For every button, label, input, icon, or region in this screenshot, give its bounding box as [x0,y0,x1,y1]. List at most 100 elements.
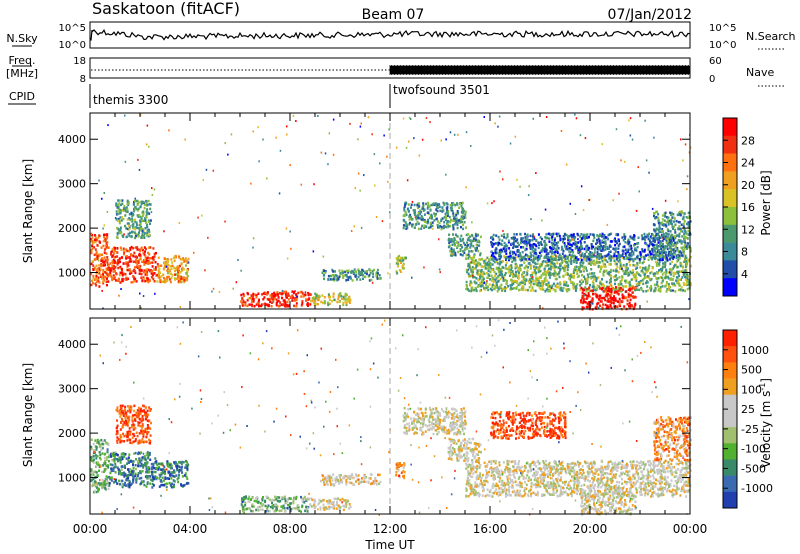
power-cell [579,253,581,256]
power-cell [587,275,590,279]
power-cell [592,259,595,263]
power-cell [574,247,577,250]
power-cell [648,276,650,279]
power-cell [606,247,609,250]
power-cell [537,270,540,274]
velocity-cell [107,481,110,484]
power-colorbar-swatch [723,189,737,208]
power-cell [448,233,451,236]
power-cell [672,227,674,230]
power-cell [631,138,634,141]
power-cell [680,242,683,245]
power-cell [597,301,600,305]
power-cell [371,269,374,273]
power-cell [581,273,583,277]
power-cell [467,233,470,236]
power-cell [531,246,534,249]
velocity-cell [142,480,145,483]
power-cell [166,269,169,272]
power-cell [506,279,508,283]
power-cell [560,289,563,292]
power-cell [650,256,653,260]
power-cell [601,245,604,249]
power-cell [102,273,104,276]
power-cell [530,253,533,257]
power-cell [682,225,685,228]
power-cell [118,221,121,225]
power-cell [497,235,500,239]
power-cell [642,271,645,274]
power-cell [613,291,616,294]
power-cell [560,262,563,265]
power-cell [375,274,378,278]
power-cell [626,272,629,275]
power-cell [90,232,93,236]
power-cell [145,221,148,224]
power-cell [574,256,577,259]
power-cell [531,243,534,247]
power-cell [251,297,254,301]
power-cell [534,250,537,253]
power-colorbar-tick-label: 4 [741,268,748,281]
power-cell [627,242,630,246]
power-cell [602,262,605,266]
power-cell [135,207,138,211]
power-cell [536,284,539,287]
power-cell [683,212,686,215]
power-cell [683,235,686,239]
power-cell [462,217,465,220]
power-cell [657,238,660,241]
power-cell [354,187,357,190]
power-cell [397,265,399,268]
power-cell [604,254,607,258]
power-cell [516,178,518,181]
velocity-cell [99,453,102,457]
power-cell [119,260,122,264]
power-cell [291,299,294,302]
power-cell [632,295,634,298]
power-cell [456,241,459,244]
power-cell [91,242,94,245]
power-cell [605,292,608,295]
power-cell [140,276,143,279]
power-cell [449,249,452,253]
power-cell [139,222,142,225]
power-cell [517,274,520,277]
power-cell [553,257,556,260]
power-cell [539,276,542,279]
power-cell [663,219,666,222]
power-cell [682,252,685,255]
power-cell [150,275,153,279]
power-cell [516,249,519,252]
power-cell [627,256,630,260]
power-cell [517,277,520,280]
power-cell [679,270,681,273]
power-cell [132,254,135,258]
power-cell [654,272,656,275]
velocity-cell [106,476,109,479]
power-cell [666,219,669,222]
power-cell [591,272,593,275]
power-cell [483,116,485,118]
power-cell [101,277,104,280]
power-ylabel: Slant Range [km] [21,159,35,263]
power-cell [266,303,269,306]
power-cell [548,276,551,279]
power-cell [564,280,566,284]
power-cell [126,268,129,272]
power-cell [526,269,529,272]
power-cell [491,283,494,287]
power-cell [102,260,105,264]
power-cell [105,280,108,283]
power-cell [369,271,372,275]
velocity-cell [90,474,92,477]
power-cell [519,232,522,236]
power-cell [174,269,177,273]
power-cell [681,235,684,238]
power-cell [453,217,455,220]
power-cell [621,296,624,299]
power-cell [465,131,468,134]
power-cell [613,295,615,298]
power-cell [132,212,135,216]
